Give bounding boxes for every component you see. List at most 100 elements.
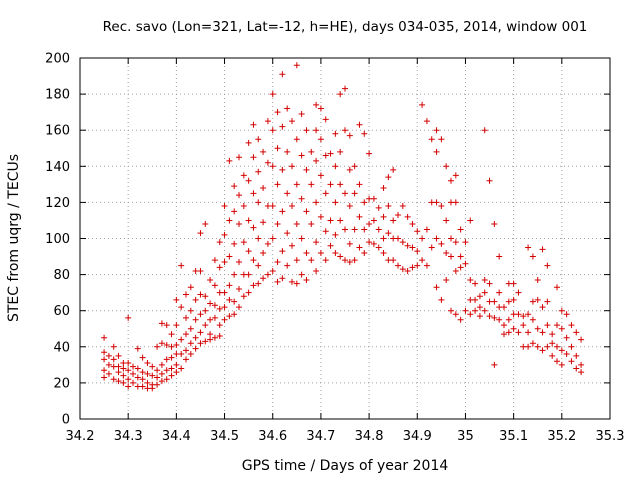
data-point	[274, 181, 281, 188]
data-point	[351, 190, 358, 197]
data-point	[476, 293, 483, 300]
data-point	[236, 286, 242, 293]
data-point	[549, 352, 556, 359]
data-point	[423, 118, 430, 125]
x-tick-label: 34.8	[355, 429, 384, 444]
data-point	[303, 166, 310, 173]
data-point	[298, 195, 305, 202]
data-point	[245, 289, 252, 296]
data-point	[351, 163, 358, 170]
data-point	[187, 351, 194, 358]
data-point	[539, 347, 546, 354]
data-point	[211, 257, 218, 264]
data-point	[534, 277, 541, 284]
data-point	[342, 85, 348, 92]
data-point	[154, 343, 161, 350]
data-point	[317, 105, 324, 112]
data-point	[332, 249, 339, 256]
data-point	[390, 217, 397, 224]
data-point	[346, 132, 353, 139]
data-point	[168, 331, 175, 338]
data-point	[525, 311, 532, 318]
data-point	[404, 267, 411, 274]
data-point	[476, 313, 483, 320]
data-point	[144, 379, 151, 386]
data-point	[342, 190, 348, 197]
x-tick-label: 34.3	[114, 429, 143, 444]
data-point	[462, 260, 469, 267]
data-point	[187, 284, 194, 291]
x-tick-label: 35	[457, 429, 474, 444]
data-point	[558, 307, 565, 314]
x-tick-label: 35.3	[596, 429, 625, 444]
data-point	[183, 356, 189, 363]
data-point	[452, 311, 459, 318]
data-point	[322, 152, 329, 159]
data-point	[568, 343, 575, 350]
data-point	[399, 266, 406, 273]
data-point	[520, 313, 527, 320]
data-point	[515, 311, 522, 318]
data-point	[207, 331, 214, 338]
data-point	[211, 314, 218, 321]
data-point	[250, 121, 257, 128]
data-point	[168, 372, 175, 379]
data-point	[269, 91, 276, 98]
data-point	[525, 343, 532, 350]
data-point	[163, 322, 170, 329]
data-point	[250, 154, 257, 161]
data-point	[139, 383, 146, 390]
data-point	[183, 331, 189, 338]
data-point	[192, 316, 199, 323]
data-point	[481, 127, 488, 134]
data-point	[192, 345, 199, 352]
data-point	[361, 130, 368, 137]
data-point	[168, 365, 175, 372]
data-point	[149, 385, 156, 392]
data-point	[303, 277, 310, 284]
data-point	[534, 325, 541, 332]
data-point	[293, 257, 300, 264]
data-point	[293, 62, 300, 69]
data-point	[279, 123, 286, 130]
data-point	[120, 365, 127, 372]
data-point	[337, 148, 344, 155]
data-point	[144, 370, 151, 377]
data-point	[549, 331, 556, 338]
data-point	[255, 280, 262, 287]
data-point	[207, 277, 214, 284]
data-point	[178, 365, 185, 372]
data-point	[438, 296, 445, 303]
data-point	[308, 148, 315, 155]
data-point	[221, 258, 228, 265]
data-point	[168, 343, 175, 350]
data-point	[472, 296, 479, 303]
data-point	[183, 291, 189, 298]
y-tick-label: 120	[45, 196, 70, 211]
data-point	[563, 351, 570, 358]
y-tick-labels: 0 20 40 60 80 100 120 140 160 180 200	[45, 52, 70, 428]
data-point	[115, 378, 122, 385]
data-point	[370, 217, 377, 224]
data-point	[448, 177, 454, 184]
data-point	[221, 316, 228, 323]
data-point	[544, 322, 551, 329]
data-point	[496, 253, 503, 260]
data-point	[409, 221, 416, 228]
data-point	[130, 379, 136, 386]
data-point	[308, 221, 315, 228]
data-point	[207, 336, 214, 343]
data-point	[467, 311, 474, 318]
data-point	[322, 116, 329, 123]
axis-ticks	[79, 57, 611, 420]
data-point	[472, 307, 479, 314]
data-point	[375, 204, 382, 211]
data-point	[423, 226, 430, 233]
data-point	[573, 329, 580, 336]
data-point	[216, 332, 223, 339]
data-point	[529, 340, 536, 347]
data-point	[274, 258, 281, 265]
y-tick-label: 80	[53, 268, 70, 283]
data-point	[178, 262, 185, 269]
